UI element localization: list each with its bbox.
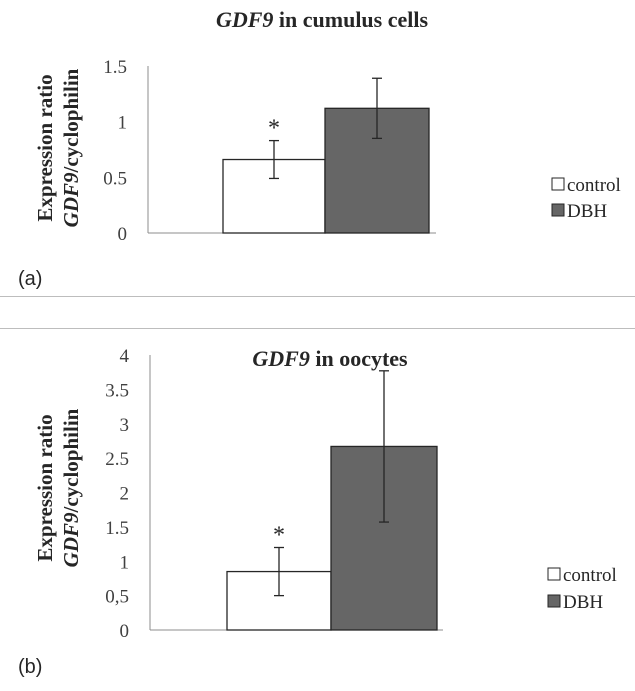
y-axis-label-line2-c0: GDF9/cyclophilin xyxy=(59,68,83,227)
y-tick-label-c1-3: 1.5 xyxy=(105,518,129,539)
y-axis-label-c0: Expression ratio GDF9/cyclophilin xyxy=(33,68,83,227)
y-axis-label-line2-c1: GDF9/cyclophilin xyxy=(59,408,83,567)
legend-swatch-c0-DBH xyxy=(551,203,565,217)
legend-swatch-c0-control xyxy=(551,177,565,191)
y-tick-label-c1-1: 0,5 xyxy=(105,587,129,608)
y-axis-label-gene-c0: GDF9 xyxy=(59,172,83,227)
y-tick-label-c0-3: 1.5 xyxy=(103,57,127,78)
legend-label-c1-control: control xyxy=(563,565,617,586)
chart-title-c1: GDF9 in oocytes xyxy=(252,346,408,371)
y-axis-label-gene-c1: GDF9 xyxy=(59,512,83,567)
y-axis-label-rest-c1: /cyclophilin xyxy=(59,408,83,513)
significance-marker-c1-control: * xyxy=(273,523,285,549)
legend-swatch-c1-DBH xyxy=(547,594,561,608)
panel-label-a: (a) xyxy=(18,268,43,290)
legend-label-c0-control: control xyxy=(567,175,621,196)
y-axis-label-line1-c0: Expression ratio xyxy=(33,74,57,221)
y-tick-label-c0-2: 1 xyxy=(118,113,128,134)
chart-title-rest-c1: in oocytes xyxy=(310,346,408,371)
y-tick-label-c1-4: 2 xyxy=(120,484,130,505)
y-tick-label-c0-0: 0 xyxy=(118,224,128,245)
significance-marker-c0-control: * xyxy=(268,116,280,142)
y-tick-label-c1-0: 0 xyxy=(120,621,130,642)
chart-title-gene-c1: GDF9 xyxy=(252,346,309,371)
legend-label-c1-DBH: DBH xyxy=(563,592,603,613)
panel-label-b: (b) xyxy=(18,656,43,678)
legend-swatch-c1-control xyxy=(547,567,561,581)
panel-divider-bottom xyxy=(0,328,635,329)
chart-panel-b: GDF9 in oocytes Expression ratio GDF9/cycl… xyxy=(0,328,635,686)
y-axis-label-c1: Expression ratio GDF9/cyclophilin xyxy=(33,408,83,567)
bar-c0-DBH xyxy=(324,107,430,234)
y-tick-label-c1-7: 3.5 xyxy=(105,380,129,401)
y-axis-label-line1-c1: Expression ratio xyxy=(33,414,57,561)
chart-panel-a: GDF9 in cumulus cells Expression ratio GDF… xyxy=(0,0,635,296)
chart-title-c0: GDF9 in cumulus cells xyxy=(216,7,429,32)
y-tick-label-c1-5: 2.5 xyxy=(105,449,129,470)
y-tick-label-c1-8: 4 xyxy=(120,346,130,367)
y-axis-label-rest-c0: /cyclophilin xyxy=(59,68,83,173)
chart-title-rest-c0: in cumulus cells xyxy=(273,7,428,32)
panel-divider-top xyxy=(0,296,635,297)
legend-label-c0-DBH: DBH xyxy=(567,201,607,222)
y-tick-label-c1-2: 1 xyxy=(120,552,130,573)
chart-title-gene-c0: GDF9 xyxy=(216,7,273,32)
y-tick-label-c0-1: 0.5 xyxy=(103,168,127,189)
y-tick-label-c1-6: 3 xyxy=(120,415,130,436)
